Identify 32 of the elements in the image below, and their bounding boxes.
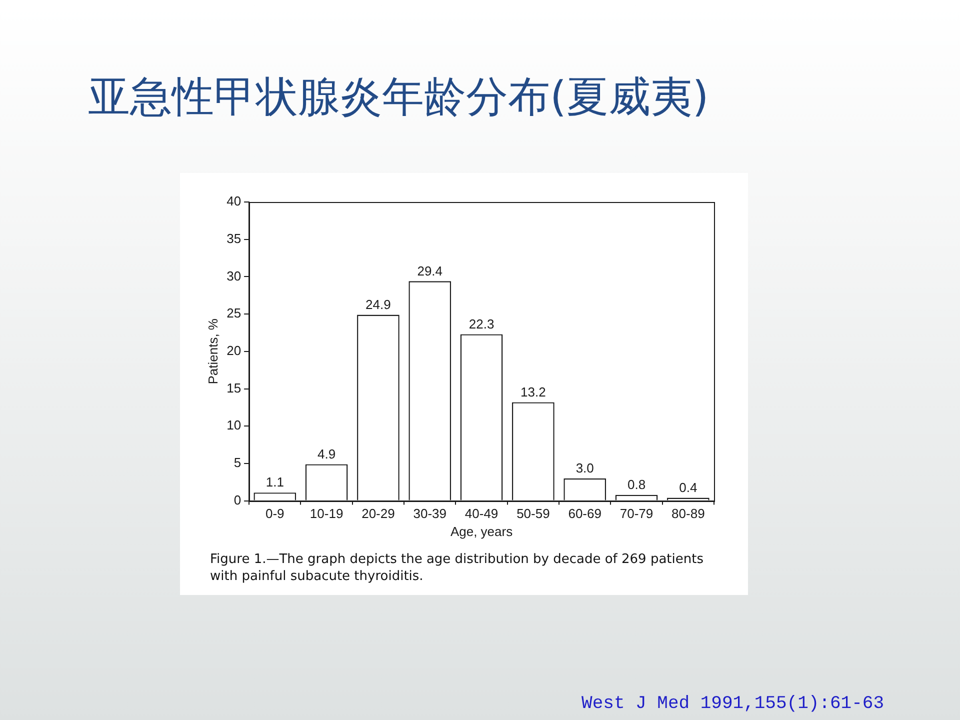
chart-title: 亚急性甲状腺炎年龄分布(夏威夷) xyxy=(88,72,709,122)
data-label: 3.0 xyxy=(576,460,594,476)
y-tick-label: 5 xyxy=(234,455,242,470)
x-tick-label: 10-19 xyxy=(310,506,344,522)
y-tick-label: 25 xyxy=(226,306,242,321)
caption: Figure 1.—The graph depicts the age distribution by decade of 269 patients with painful subacute thyroiditis. xyxy=(210,551,704,585)
y-tick-label: 15 xyxy=(226,380,242,396)
data-label: 0.4 xyxy=(679,480,698,495)
data-label: 29.4 xyxy=(417,263,443,278)
x-tick-label: 60-69 xyxy=(568,506,602,522)
x-tick-label: 50-59 xyxy=(516,506,550,522)
data-label: 4.9 xyxy=(318,446,336,462)
y-tick-label: 10 xyxy=(226,418,242,433)
y-tick-label: 20 xyxy=(226,342,242,358)
y-tick-label: 35 xyxy=(226,230,242,246)
x-tick-label: 40-49 xyxy=(464,506,498,522)
x-tick-label: 20-29 xyxy=(362,506,395,522)
data-label: 24.9 xyxy=(366,296,391,312)
data-label: 1.1 xyxy=(266,474,284,490)
text: West J Med 1991,155(1):61-63 xyxy=(582,694,884,714)
data-label: 0.8 xyxy=(627,476,646,492)
x-tick-label: 70-79 xyxy=(620,506,654,522)
data-label: 22.3 xyxy=(468,316,494,332)
y-tick-label: 0 xyxy=(234,492,242,508)
y-axis-title: Patients, % xyxy=(205,318,220,384)
data-label: 13.2 xyxy=(520,384,546,400)
x-tick-label: 80-89 xyxy=(672,506,705,522)
y-tick-label: 30 xyxy=(226,268,242,284)
x-axis-title: Age, years xyxy=(450,524,514,539)
x-tick-label: 30-39 xyxy=(413,506,446,522)
x-tick-label: 0-9 xyxy=(265,506,284,522)
y-tick-label: 40 xyxy=(226,194,242,209)
